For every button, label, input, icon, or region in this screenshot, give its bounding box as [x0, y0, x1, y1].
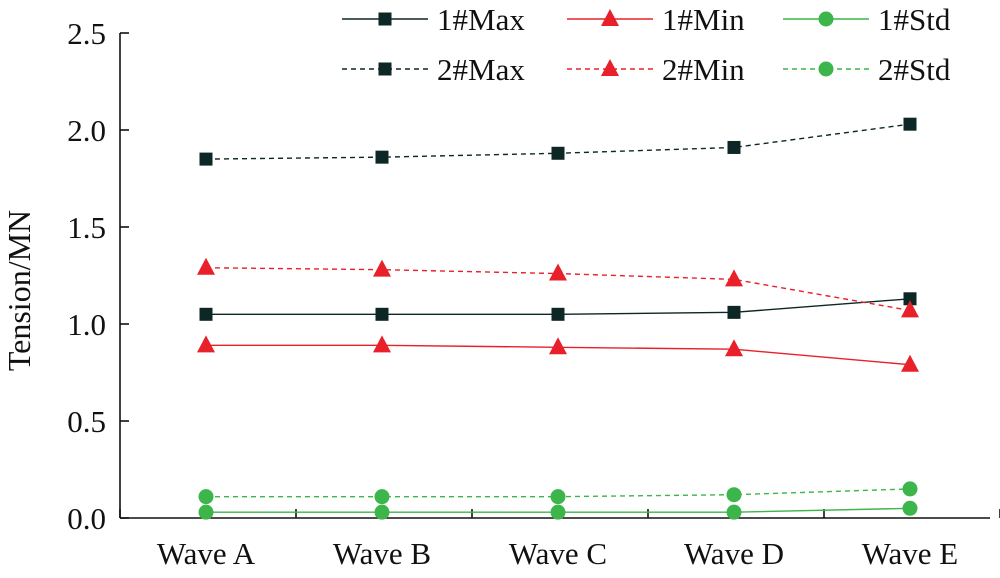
legend-label: 2#Min	[662, 52, 745, 87]
legend-label: 1#Max	[437, 2, 525, 37]
legend-item: 1#Min	[567, 2, 745, 37]
y-tick-label: 2.5	[67, 16, 106, 51]
legend-item: 2#Min	[567, 52, 745, 87]
x-tick-label: Wave D	[684, 536, 784, 571]
x-tick-label: Wave E	[862, 536, 958, 571]
data-point	[901, 354, 919, 372]
data-point	[727, 140, 741, 154]
data-point	[903, 117, 917, 131]
data-point	[198, 504, 214, 520]
y-tick-label: 0.5	[67, 404, 106, 439]
data-point	[549, 337, 567, 355]
legend-marker	[601, 9, 619, 26]
y-axis-title: Tension/MN	[1, 210, 37, 371]
series-2-min	[197, 257, 919, 318]
legend-label: 2#Max	[437, 52, 525, 87]
data-point	[374, 489, 390, 505]
legend-item: 2#Std	[783, 52, 951, 87]
y-tick-label: 1.5	[67, 210, 106, 245]
series-1-min	[197, 335, 919, 372]
data-point	[725, 339, 743, 357]
series-1-std	[198, 500, 918, 520]
y-tick-label: 1.0	[67, 307, 106, 342]
x-tick-label: Wave C	[509, 536, 607, 571]
series-1-max	[199, 292, 917, 321]
legend-label: 1#Min	[662, 2, 745, 37]
data-point	[197, 335, 215, 353]
data-point	[197, 257, 215, 275]
data-point	[727, 305, 741, 319]
data-point	[902, 500, 918, 516]
series-2-std	[198, 481, 918, 505]
y-tick-label: 2.0	[67, 113, 106, 148]
data-point	[726, 487, 742, 503]
data-point	[903, 292, 917, 306]
data-point	[551, 146, 565, 160]
data-point	[199, 152, 213, 166]
data-point	[726, 504, 742, 520]
data-point	[550, 489, 566, 505]
data-point	[199, 307, 213, 321]
data-point	[550, 504, 566, 520]
legend-label: 1#Std	[878, 2, 951, 37]
data-point	[725, 269, 743, 287]
legend-marker	[378, 12, 392, 26]
legend: 1#Max 1#Min 1#Std 2#Max 2#Min 2#Std	[342, 2, 951, 87]
data-point	[375, 307, 389, 321]
data-point	[551, 307, 565, 321]
data-point	[375, 150, 389, 164]
data-point	[198, 489, 214, 505]
legend-item: 1#Max	[342, 2, 525, 37]
legend-marker	[818, 61, 834, 77]
axes: 0.0 0.5 1.0 1.5 2.0 2.5 Wave A Wave B Wave C Wave…	[1, 16, 1000, 571]
data-point	[549, 263, 567, 281]
legend-label: 2#Std	[878, 52, 951, 87]
x-tick-label: Wave B	[333, 536, 431, 571]
data-point	[374, 504, 390, 520]
data-point	[902, 481, 918, 497]
legend-item: 1#Std	[783, 2, 951, 37]
series-2-max	[199, 117, 917, 166]
data-point	[373, 259, 391, 277]
legend-marker	[378, 62, 392, 76]
data-point	[373, 335, 391, 353]
legend-item: 2#Max	[342, 52, 525, 87]
y-tick-label: 0.0	[67, 501, 106, 536]
data-point	[901, 300, 919, 318]
x-tick-label: Wave A	[157, 536, 256, 571]
legend-marker	[601, 59, 619, 76]
series-layer	[197, 117, 919, 520]
legend-marker	[818, 11, 834, 27]
